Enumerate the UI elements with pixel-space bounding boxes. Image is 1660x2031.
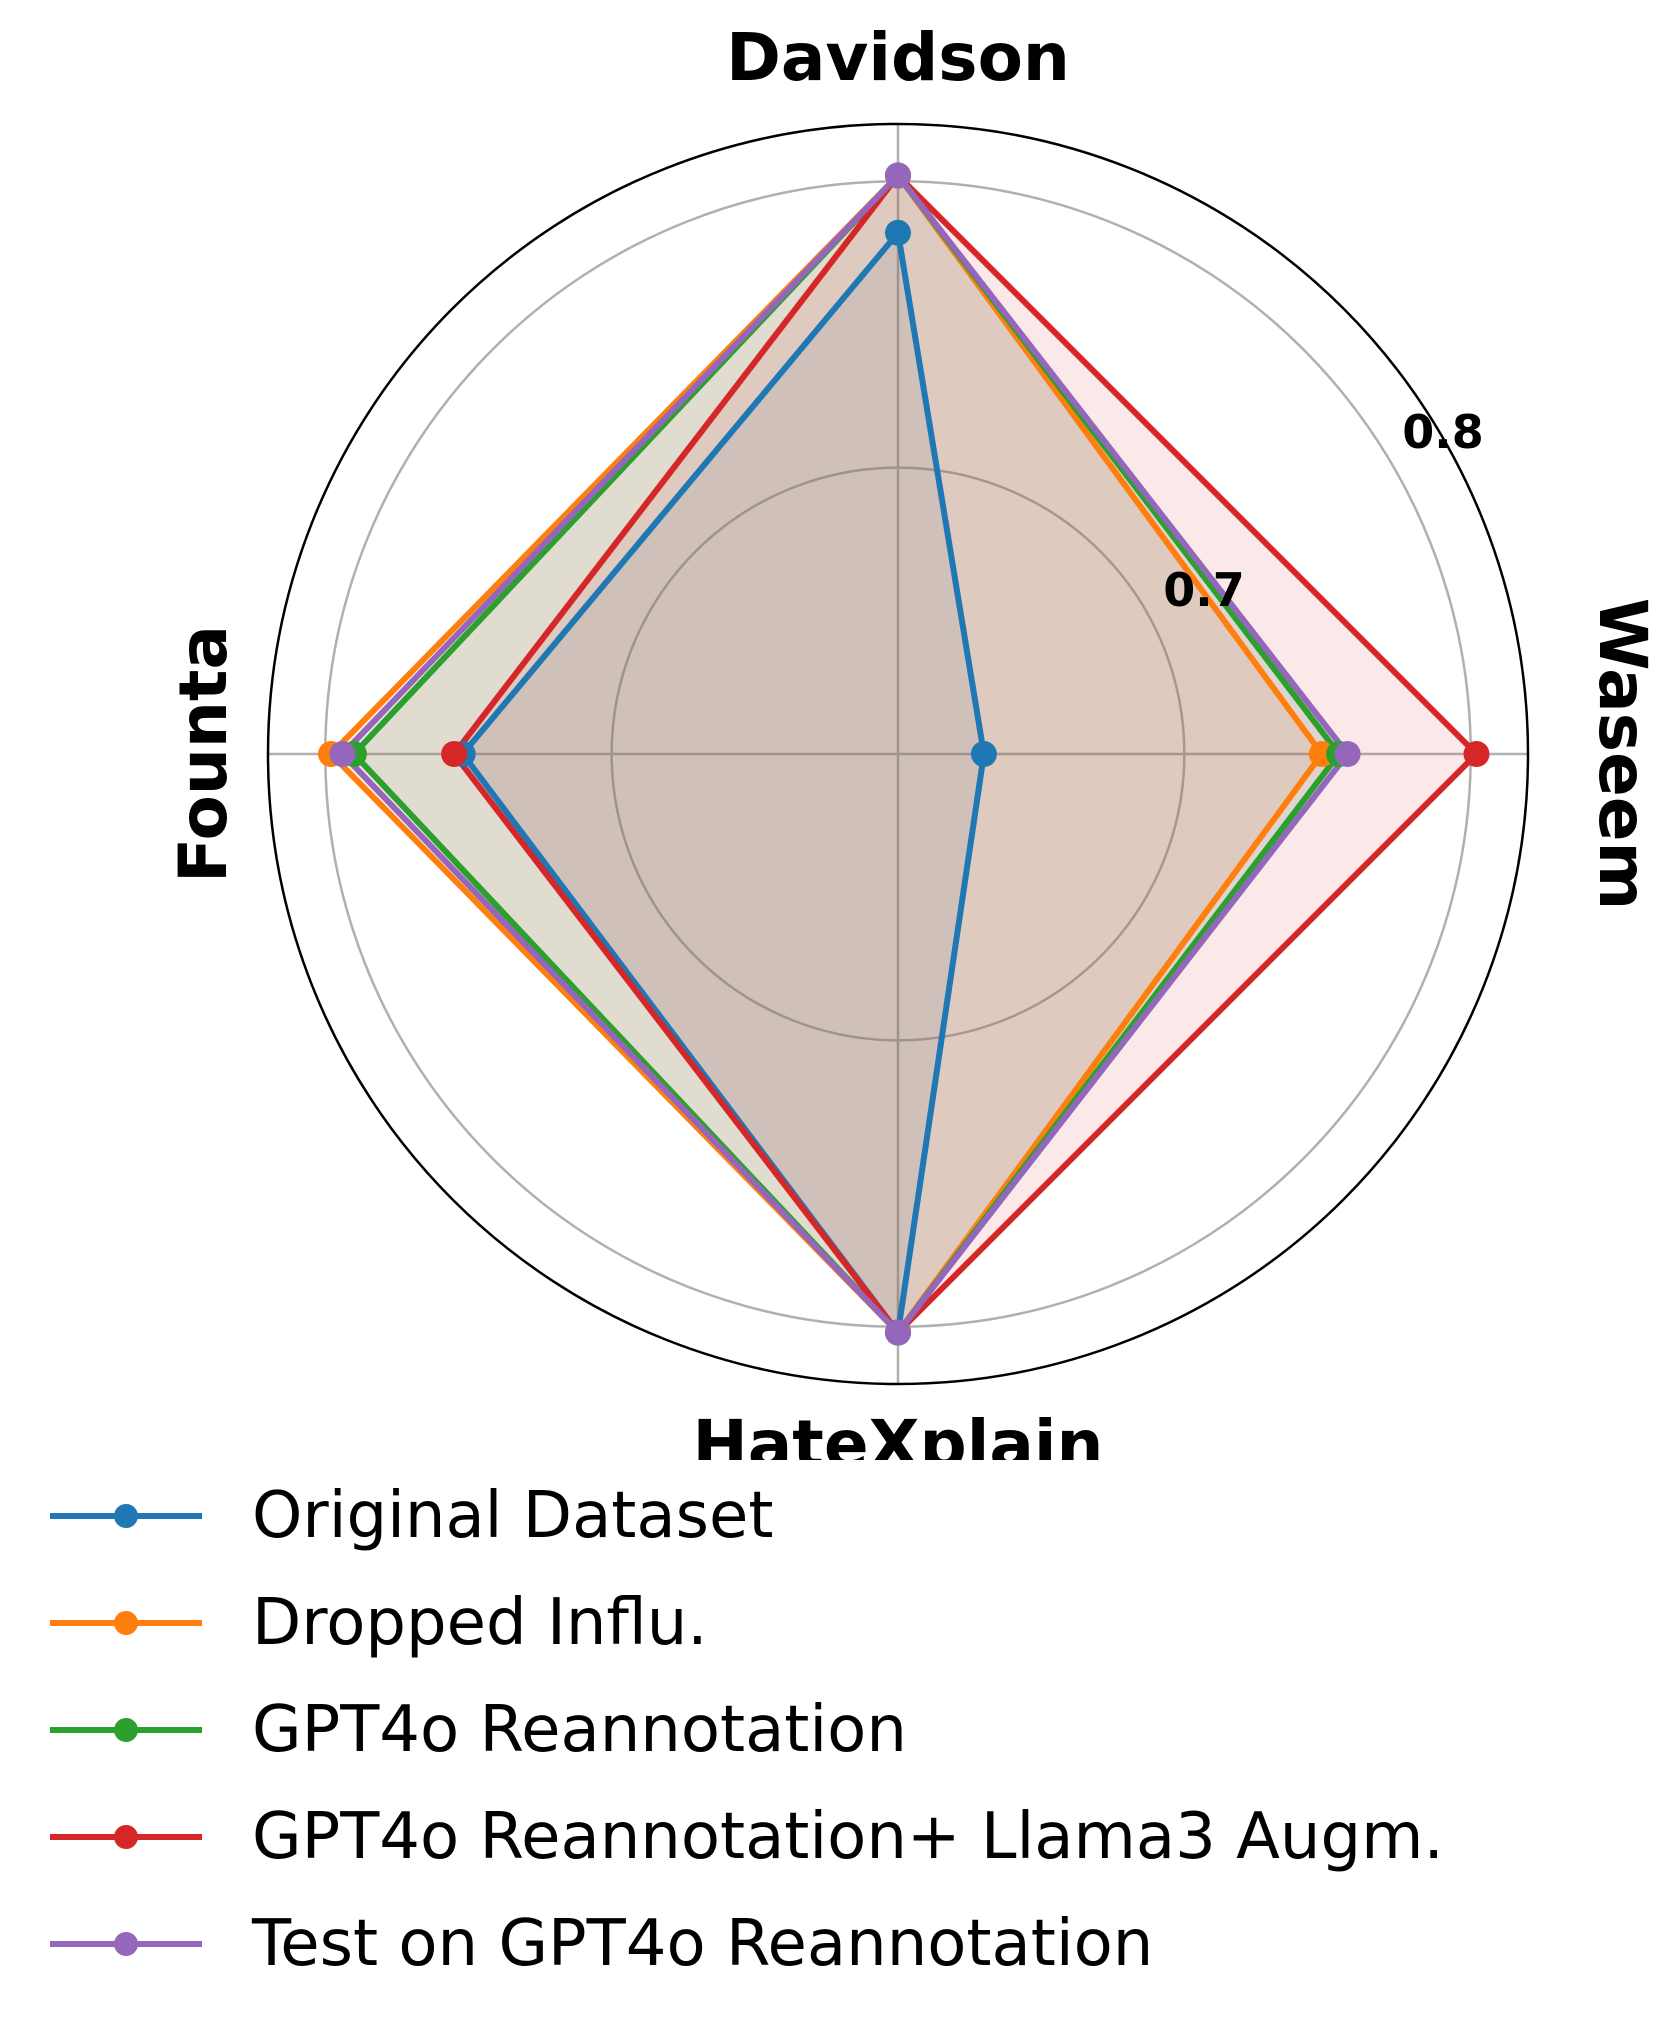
radar-chart: 0.7 0.8 Davidson Waseem HateXplain Fount… [165,19,1660,1460]
series-fill [462,232,984,1333]
radial-tick-label: 0.8 [1402,405,1484,459]
legend-marker [114,1824,138,1849]
series-fill [331,175,1322,1333]
data-point [1334,741,1361,767]
legend-marker [114,1610,138,1635]
legend-marker [114,1717,138,1742]
data-point [441,741,468,767]
legend-item: GPT4o Reannotation [50,1676,1444,1783]
data-point [885,1319,911,1346]
radial-tick-label: 0.7 [1163,563,1245,617]
series-fill [342,175,1348,1333]
legend-label: GPT4o Reannotation+ Llama3 Augm. [252,1799,1444,1874]
legend-swatch [50,1914,202,1974]
data-point [885,162,911,189]
legend-label: Test on GPT4o Reannotation [252,1906,1154,1981]
data-point [970,741,997,767]
series-fill [353,175,1339,1333]
legend-swatch [50,1700,202,1760]
series-fills [331,175,1477,1333]
data-point [885,219,911,246]
legend: Original Dataset Dropped Influ. GPT4o Re… [50,1462,1444,1997]
outer-frame [266,122,1530,1386]
series-fill [454,175,1477,1333]
legend-marker [114,1931,138,1956]
data-point [329,741,356,767]
legend-item: GPT4o Reannotation+ Llama3 Augm. [50,1783,1444,1890]
legend-swatch [50,1593,202,1653]
legend-item: Original Dataset [50,1462,1444,1569]
legend-item: Test on GPT4o Reannotation [50,1890,1444,1997]
legend-marker [114,1503,138,1528]
axis-label-founta: Founta [165,625,242,883]
series-markers [318,162,1490,1346]
legend-item: Dropped Influ. [50,1569,1444,1676]
legend-label: Original Dataset [252,1478,774,1553]
legend-label: Dropped Influ. [252,1585,708,1660]
axis-label-davidson: Davidson [726,19,1070,96]
axis-label-hatexplain: HateXplain [693,1406,1104,1460]
legend-swatch [50,1807,202,1867]
legend-swatch [50,1486,202,1546]
legend-label: GPT4o Reannotation [252,1692,907,1767]
axis-label-waseem: Waseem [1584,598,1660,911]
data-point [1463,741,1490,767]
